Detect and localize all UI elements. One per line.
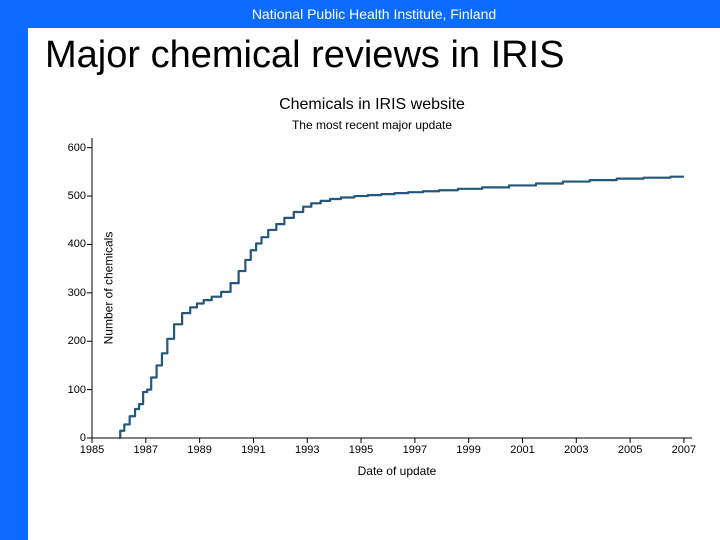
sidebar-band: www.ktl.fi	[0, 0, 28, 540]
xtick-label: 1987	[134, 444, 158, 456]
xtick-label: 2007	[672, 444, 696, 456]
chart-plot-area: Number of chemicals 01002003004005006001…	[92, 138, 692, 438]
chart-container: Chemicals in IRIS website The most recen…	[42, 92, 702, 522]
slide-root: www.ktl.fi National Public Health Instit…	[0, 0, 720, 540]
xtick-label: 1989	[187, 444, 211, 456]
header-org-text: National Public Health Institute, Finlan…	[252, 6, 496, 22]
ytick-label: 200	[68, 335, 86, 347]
chart-xlabel: Date of update	[92, 464, 702, 478]
ytick-label: 100	[68, 384, 86, 396]
ytick-label: 600	[68, 142, 86, 154]
chart-series-line	[119, 177, 684, 438]
sidebar-url-text: www.ktl.fi	[0, 445, 4, 530]
xtick-label: 1991	[241, 444, 265, 456]
slide-title: Major chemical reviews in IRIS	[45, 34, 564, 77]
chart-title: Chemicals in IRIS website	[42, 96, 702, 114]
ytick-label: 400	[68, 238, 86, 250]
header-band: National Public Health Institute, Finlan…	[28, 0, 720, 28]
ytick-label: 0	[80, 432, 86, 444]
chart-ylabel: Number of chemicals	[101, 232, 115, 345]
chart-axes	[92, 138, 692, 438]
xtick-label: 1997	[403, 444, 427, 456]
xtick-label: 2003	[564, 444, 588, 456]
chart-subtitle: The most recent major update	[42, 118, 702, 132]
ytick-label: 500	[68, 190, 86, 202]
xtick-label: 1999	[456, 444, 480, 456]
ytick-label: 300	[68, 287, 86, 299]
xtick-label: 2001	[510, 444, 534, 456]
xtick-label: 1993	[295, 444, 319, 456]
xtick-label: 2005	[618, 444, 642, 456]
xtick-label: 1985	[80, 444, 104, 456]
xtick-label: 1995	[349, 444, 373, 456]
chart-svg	[92, 138, 692, 438]
